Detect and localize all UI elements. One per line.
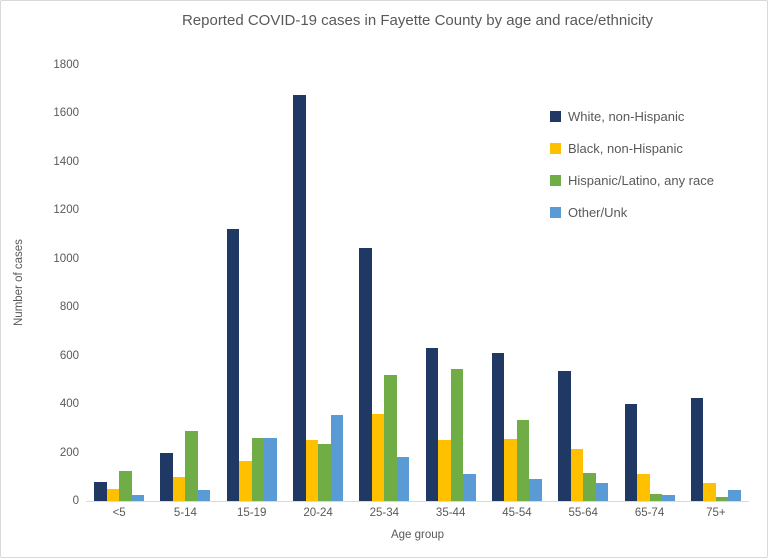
bar — [438, 440, 451, 501]
y-tick-label: 400 — [59, 398, 79, 411]
bar — [715, 497, 729, 501]
bar-group-20-24 — [285, 65, 351, 501]
bar-group-75+ — [683, 65, 749, 501]
bar — [330, 415, 344, 501]
bar — [529, 479, 542, 501]
y-tick-label: 1800 — [53, 59, 79, 71]
bar — [637, 474, 650, 501]
bar — [450, 369, 464, 501]
bar — [185, 430, 198, 501]
legend-label: Other/Unk — [568, 204, 628, 220]
legend-item: Black, non-Hispanic — [550, 132, 714, 164]
bar — [624, 404, 638, 501]
bar-group-55-64 — [550, 65, 616, 501]
legend-swatch-icon — [550, 174, 561, 186]
bar — [131, 494, 145, 501]
bar — [463, 474, 476, 501]
bar — [558, 371, 571, 501]
bar — [491, 353, 505, 501]
y-tick-label: 200 — [59, 446, 79, 459]
bar — [425, 348, 439, 501]
x-axis-title: Age group — [390, 529, 445, 541]
bar — [662, 494, 675, 501]
bar-group-25-34 — [351, 65, 417, 501]
x-tick-label: 15-19 — [237, 507, 267, 519]
bar — [119, 470, 132, 501]
bar — [239, 461, 252, 501]
bar — [516, 419, 530, 501]
x-tick-label: 20-24 — [303, 507, 333, 519]
bar — [649, 493, 663, 501]
x-tick-label: <5 — [112, 507, 126, 519]
x-tick-label: 5-14 — [173, 507, 197, 519]
x-tick-label: 45-54 — [502, 507, 532, 519]
legend-swatch-icon — [550, 110, 561, 122]
x-tick-label: 25-34 — [369, 507, 400, 519]
x-tick-label: 65-74 — [634, 507, 665, 519]
plot-area — [86, 65, 749, 502]
bar — [396, 457, 410, 501]
bar — [595, 482, 609, 501]
bar-group-15-19 — [219, 65, 285, 501]
bar — [504, 439, 517, 501]
bar-group-<5 — [86, 65, 152, 501]
legend-item: White, non-Hispanic — [550, 100, 714, 132]
y-tick-label: 1600 — [53, 107, 79, 120]
y-axis-tick-labels: 0 200 400 600 800 1000 1200 1400 1600 1800 — [1, 59, 79, 507]
bar-groups — [86, 65, 749, 501]
bar — [703, 482, 716, 501]
y-tick-label: 1400 — [53, 155, 79, 168]
bar-group-5-14 — [152, 65, 218, 501]
bar — [305, 440, 319, 501]
bar — [264, 438, 277, 501]
x-axis-tick-labels: <5 5-14 15-19 20-24 25-34 35-44 45-54 55-64 65-7… — [86, 507, 749, 519]
bar-group-45-54 — [484, 65, 550, 501]
legend-label: Hispanic/Latino, any race — [568, 172, 714, 188]
y-tick-label: 1200 — [53, 204, 79, 217]
bar — [226, 228, 240, 501]
y-tick-label: 0 — [72, 495, 79, 507]
legend-label: Black, non-Hispanic — [568, 140, 683, 156]
bar-group-65-74 — [616, 65, 682, 501]
bar — [106, 488, 120, 501]
x-tick-label: 35-44 — [435, 507, 466, 519]
bar — [251, 438, 265, 501]
legend-item: Hispanic/Latino, any race — [550, 164, 714, 196]
bar — [384, 375, 397, 501]
bar — [94, 481, 107, 501]
y-tick-label: 800 — [59, 301, 79, 314]
y-tick-label: 600 — [59, 349, 79, 362]
bar — [293, 95, 306, 501]
legend-swatch-icon — [550, 206, 561, 218]
x-tick-label: 75+ — [706, 507, 726, 519]
bar — [197, 490, 211, 501]
legend-label: White, non-Hispanic — [568, 108, 685, 124]
bar — [371, 413, 385, 501]
x-tick-label: 55-64 — [568, 507, 598, 519]
bar — [570, 448, 584, 501]
bar — [583, 473, 596, 501]
bar — [172, 476, 186, 501]
bar — [690, 398, 704, 501]
chart-title: Reported COVID-19 cases in Fayette Count… — [181, 12, 654, 29]
y-tick-label: 1000 — [53, 252, 79, 265]
legend-swatch-icon — [550, 142, 561, 154]
legend: White, non-Hispanic Black, non-Hispanic Hi… — [550, 100, 714, 228]
bar — [728, 490, 741, 501]
bar-group-35-44 — [417, 65, 483, 501]
legend-item: Other/Unk — [550, 196, 714, 228]
bar — [318, 444, 331, 501]
bar — [359, 247, 372, 501]
bar — [160, 452, 173, 501]
